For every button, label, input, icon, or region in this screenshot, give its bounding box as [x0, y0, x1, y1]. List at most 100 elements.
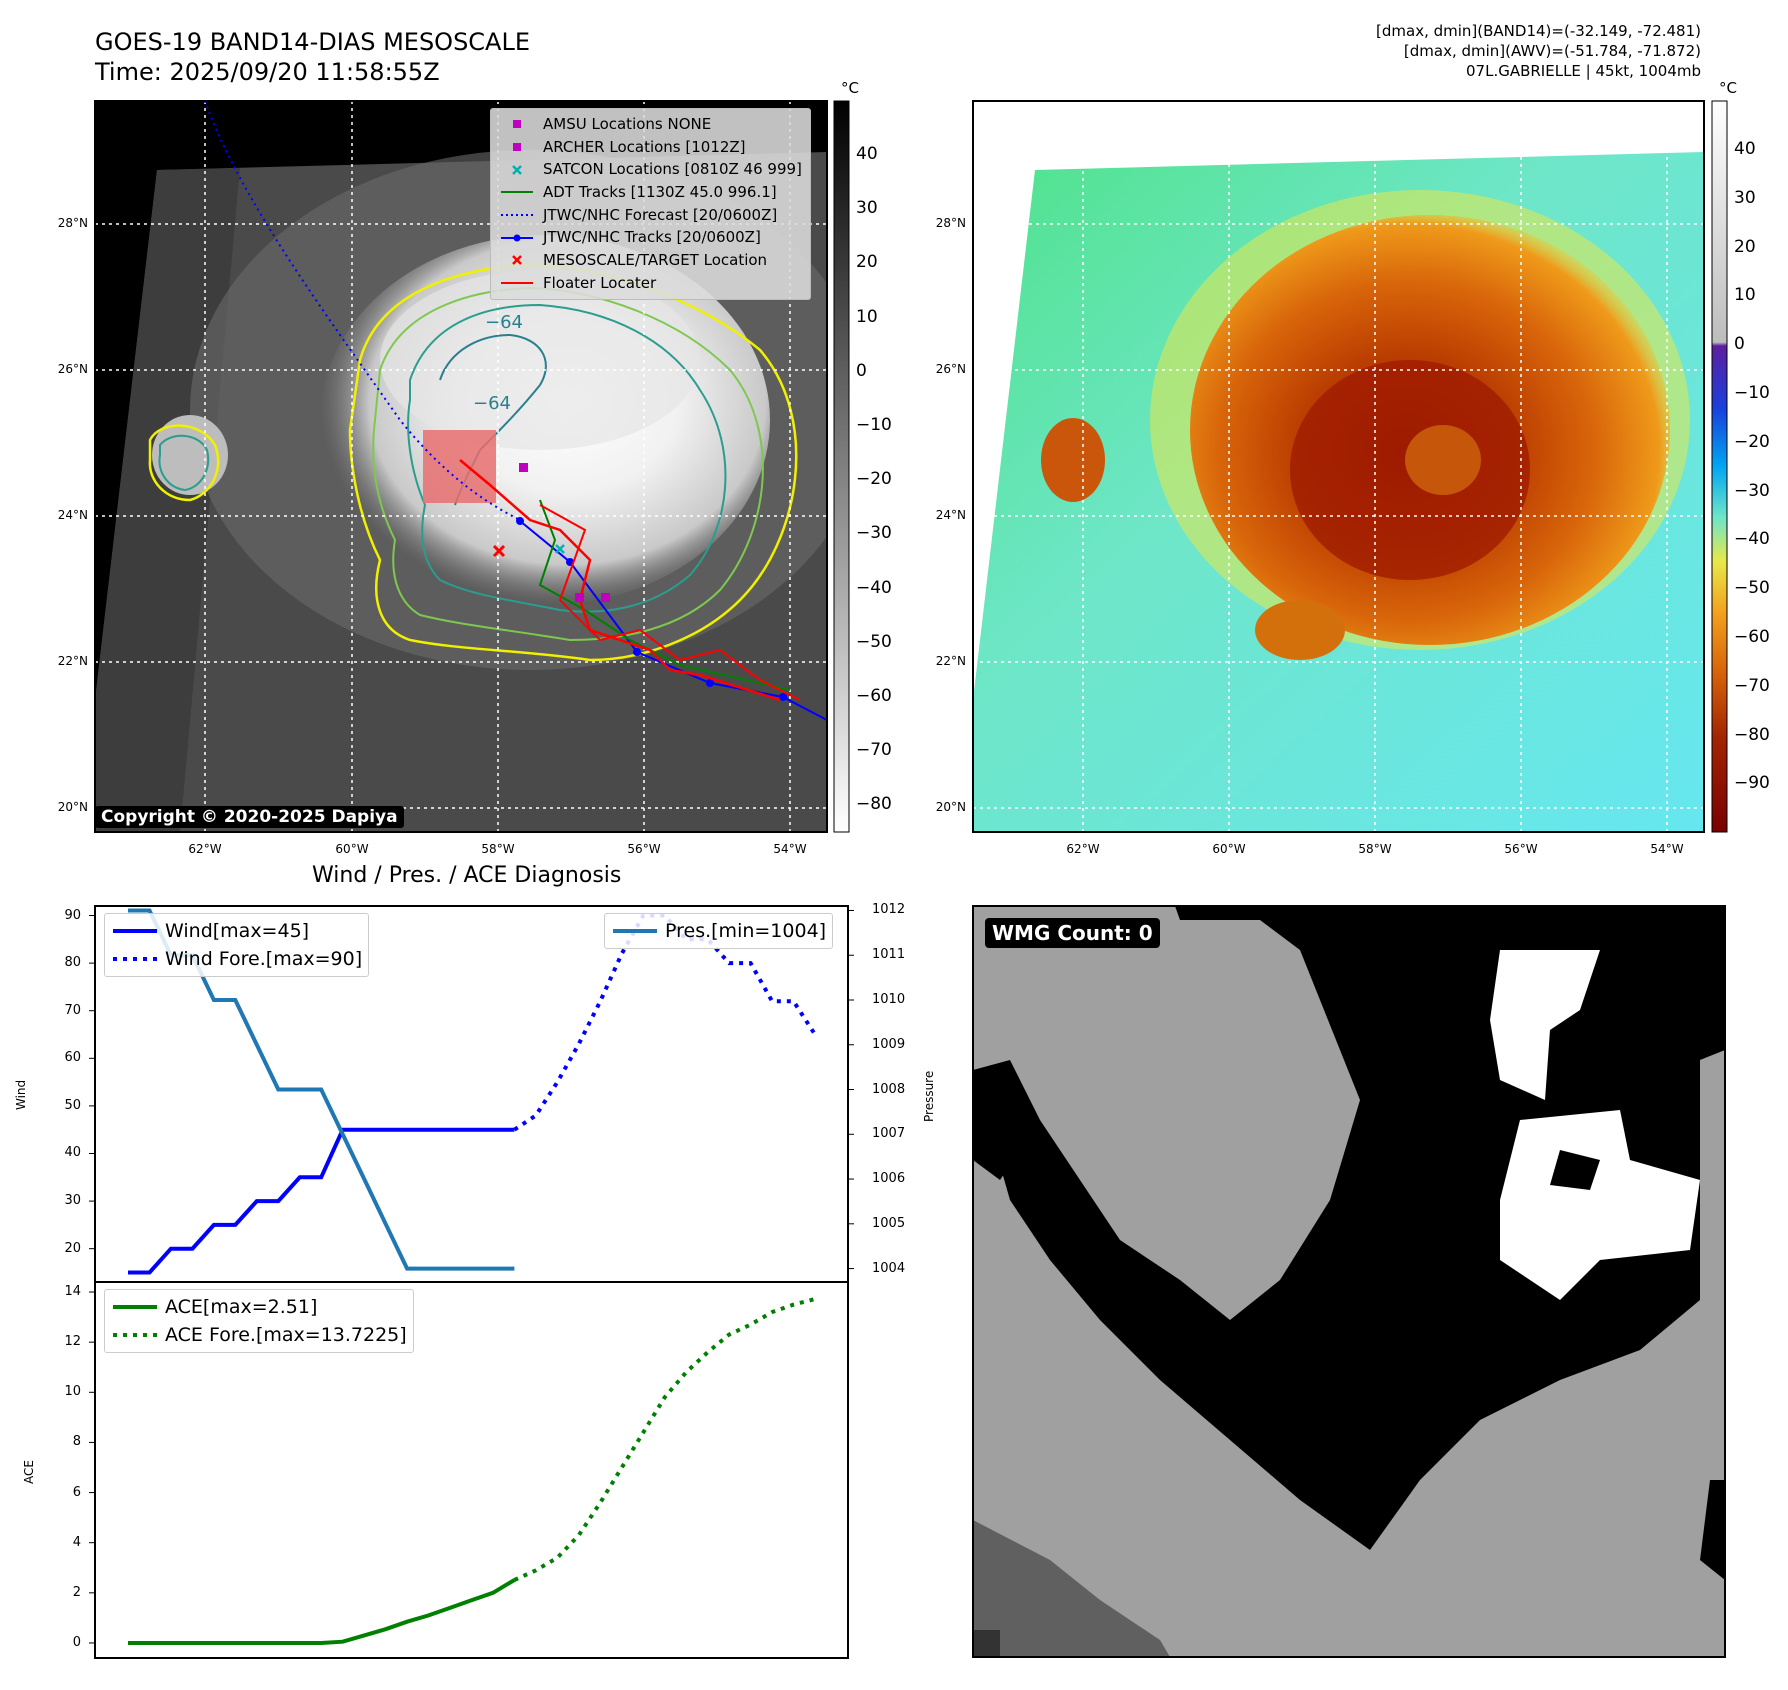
lon-label-56: 56°W	[627, 842, 661, 856]
map-legend-entry: Floater Locater	[499, 272, 802, 295]
colorbar-left-tick: 40	[856, 144, 878, 164]
y-tick-label: 0	[72, 1634, 81, 1650]
wmg-map	[973, 906, 1725, 1657]
colorbar-right-tick: 0	[1734, 334, 1745, 355]
info-line2: [dmax, dmin](AWV)=(-51.784, -71.872)	[1403, 42, 1701, 60]
pressure-axis-label: Pressure	[922, 1070, 936, 1122]
map-legend-label: ARCHER Locations [1012Z]	[543, 137, 746, 156]
lat-label-20: 20°N	[57, 800, 88, 814]
map-legend-label: ADT Tracks [1130Z 45.0 996.1]	[543, 183, 777, 202]
map-title-line1: GOES-19 BAND14-DIAS MESOSCALE	[95, 28, 531, 56]
wind-legend: Wind[max=45] Wind Fore.[max=90]	[104, 913, 370, 977]
wind-fore-legend-entry: Wind Fore.[max=90]	[111, 945, 362, 973]
ace-axis-label: ACE	[22, 1460, 36, 1484]
colorbar-right-tick: 40	[1734, 139, 1756, 159]
y-tick-label: 60	[64, 1050, 81, 1066]
colorbar-right-tick: −70	[1734, 675, 1770, 696]
pressure-legend-line	[613, 929, 657, 933]
colorbar-right-tick: −60	[1734, 627, 1770, 647]
lon-label-54-right: 54°W	[1650, 842, 1684, 856]
y-right-tick-label: 1007	[872, 1126, 906, 1142]
map-legend-entry: JTWC/NHC Tracks [20/0600Z]	[499, 226, 802, 249]
y-tick-label: 12	[64, 1334, 81, 1350]
map-legend-symbol	[501, 282, 533, 285]
contour-label: −64	[485, 312, 523, 333]
y-right-tick-label: 1006	[872, 1171, 906, 1187]
colorbar-right-tick: −50	[1734, 578, 1770, 599]
y-tick-label: 80	[64, 955, 81, 971]
info-line3: 07L.GABRIELLE | 45kt, 1004mb	[1466, 62, 1701, 80]
chart-bottom-frame	[94, 1281, 849, 1659]
wind-axis-label: Wind	[14, 1079, 28, 1110]
map-legend-label: SATCON Locations [0810Z 46 999]	[543, 160, 802, 179]
ace-chart	[89, 1291, 816, 1645]
wind-fore-legend-line	[113, 957, 157, 961]
colorbar-right-tick: 10	[1734, 285, 1756, 306]
colorbar-right-tick: −80	[1734, 724, 1770, 745]
lon-label-58: 58°W	[481, 842, 515, 856]
contour-label-2: −64	[473, 393, 511, 414]
colorbar-right-tick: 20	[1734, 236, 1756, 257]
map-legend-entry: ARCHER Locations [1012Z]	[499, 136, 802, 159]
map-legend-label: Floater Locater	[543, 273, 657, 292]
lon-label-56-right: 56°W	[1504, 842, 1538, 856]
map-legend-label: JTWC/NHC Forecast [20/0600Z]	[543, 205, 778, 224]
map-legend-entry: ADT Tracks [1130Z 45.0 996.1]	[499, 181, 802, 204]
map-title-line2: Time: 2025/09/20 11:58:55Z	[95, 58, 440, 86]
lat-label-26: 26°N	[57, 362, 88, 376]
y-tick-label: 10	[64, 1384, 81, 1400]
map-legend-entry: JTWC/NHC Forecast [20/0600Z]	[499, 204, 802, 227]
y-right-tick-label: 1009	[872, 1036, 906, 1052]
unit-label-right: °C	[1719, 79, 1737, 97]
y-tick-label: 6	[72, 1484, 81, 1500]
map-legend-symbol	[501, 234, 533, 242]
color-ir-map	[973, 101, 1704, 832]
map-legend-entry: SATCON Locations [0810Z 46 999]	[499, 158, 802, 181]
series-line	[128, 1578, 516, 1645]
wind-legend-entry: Wind[max=45]	[111, 917, 362, 945]
colorbar-left-tick: −10	[856, 415, 892, 435]
map-legend-entry: MESOSCALE/TARGET Location	[499, 249, 802, 272]
colorbar-right-tick: −40	[1734, 529, 1770, 550]
lon-label-62: 62°W	[188, 842, 222, 856]
colorbar-left-tick: 20	[856, 252, 878, 273]
colorbar-left-tick: −70	[856, 740, 892, 761]
lat-label-24-right: 24°N	[935, 508, 966, 522]
ace-fore-legend-line	[113, 1333, 157, 1337]
colorbar-right-tick: −90	[1734, 773, 1770, 794]
y-tick-label: 70	[64, 1002, 81, 1018]
ace-legend-line	[113, 1305, 157, 1309]
y-tick-label: 20	[64, 1240, 81, 1256]
wind-legend-line	[113, 929, 157, 933]
colorbar-right-tick: −20	[1734, 431, 1770, 452]
copyright-badge: Copyright © 2020-2025 Dapiya	[95, 806, 404, 828]
map-legend-symbol	[512, 255, 522, 266]
wind-fore-legend-label: Wind Fore.[max=90]	[165, 948, 363, 970]
lat-label-26-right: 26°N	[935, 362, 966, 376]
map-legend-symbol	[513, 143, 521, 152]
colorbar-left-tick: −40	[856, 577, 892, 598]
pressure-legend-label: Pres.[min=1004]	[665, 920, 827, 942]
lat-label-28: 28°N	[57, 216, 88, 230]
y-tick-label: 50	[64, 1097, 81, 1113]
lat-label-22-right: 22°N	[935, 654, 966, 668]
lat-label-24: 24°N	[57, 508, 88, 522]
map-legend-label: MESOSCALE/TARGET Location	[543, 251, 768, 270]
colorbar-right-tick: −30	[1734, 480, 1770, 501]
lat-label-22: 22°N	[57, 654, 88, 668]
info-line1: [dmax, dmin](BAND14)=(-32.149, -72.481)	[1376, 22, 1701, 40]
series-line	[513, 1297, 816, 1582]
colorbar-right-tick: 30	[1734, 187, 1756, 208]
y-right-tick-label: 1008	[872, 1081, 906, 1097]
chart-title: Wind / Pres. / ACE Diagnosis	[312, 863, 622, 888]
colorbar-left-tick: −30	[856, 523, 892, 544]
colorbar-left-tick: −50	[856, 631, 892, 652]
y-right-tick-label: 1005	[872, 1215, 906, 1231]
colorbar-left-tick: −60	[856, 686, 892, 706]
lon-label-60: 60°W	[335, 842, 369, 856]
colorbar-right-tick: −10	[1734, 383, 1770, 403]
wind-legend-label: Wind[max=45]	[165, 920, 310, 942]
colorbar-left-tick: 10	[856, 306, 878, 327]
colorbar-gray	[833, 100, 850, 833]
